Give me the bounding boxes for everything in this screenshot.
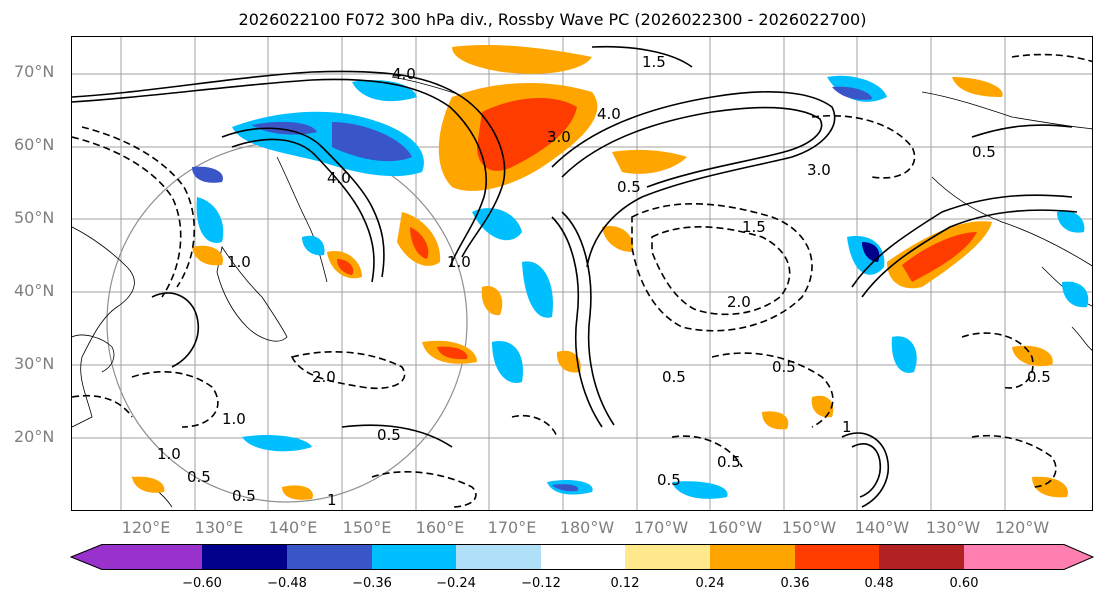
lat-label: 20°N [14,427,55,446]
colorbar-tick-label: −0.24 [436,576,476,591]
lat-label: 40°N [14,281,55,300]
lon-label: 170°W [633,518,689,537]
lon-label: 150°E [342,518,392,537]
contour-label: 2.0 [727,293,751,311]
contour-label: 0.5 [232,487,256,505]
contour-label: 3.0 [807,161,831,179]
lon-label: 180°W [559,518,615,537]
colorbar-segment [625,544,710,570]
colorbar-segment [202,544,287,570]
contour-label: 0.5 [187,468,211,486]
lon-label: 130°E [194,518,244,537]
contour-label: 0.5 [617,178,641,196]
contours-dashed [72,53,1092,508]
contour-label: 0.5 [772,358,796,376]
colorbar-tick-label: −0.48 [267,576,307,591]
colorbar-segment [70,544,102,570]
contour-label: 0.5 [972,143,996,161]
colorbar-tick-label: 0.60 [949,576,979,591]
contour-label: 3.0 [547,128,571,146]
colorbar-segment [795,544,879,570]
colorbar-segment [541,544,625,570]
contours-solid [72,45,1078,508]
lat-label: 70°N [14,62,55,81]
contour-label: 1.0 [222,410,246,428]
map-canvas: 4.0 4.0 4.0 3.0 3.0 2.0 2.0 1.5 1.5 1.0 … [72,37,1092,510]
contour-label: 1.0 [447,253,471,271]
colorbar-segment [1064,544,1093,570]
contour-label: 2.0 [312,368,336,386]
contour-label: 1 [842,418,852,436]
contour-label: 0.5 [377,426,401,444]
contour-label: 1.0 [157,445,181,463]
colorbar-tick-label: −0.12 [521,576,561,591]
colorbar-tick-label: 0.48 [864,576,894,591]
colorbar [70,544,1095,570]
contour-label: 4.0 [597,105,621,123]
colorbar-segment [964,544,1064,570]
lat-label: 50°N [14,208,55,227]
colorbar-segment [102,544,202,570]
contour-labels: 4.0 4.0 4.0 3.0 3.0 2.0 2.0 1.5 1.5 1.0 … [157,53,1051,509]
lon-label: 130°W [925,518,981,537]
lon-label: 170°E [487,518,537,537]
lat-label: 60°N [14,135,55,154]
lon-label: 150°W [781,518,837,537]
colorbar-tick-label: 0.12 [610,576,640,591]
lon-label: 140°W [854,518,910,537]
colorbar-tick-label: −0.60 [182,576,222,591]
contour-label: 0.5 [662,368,686,386]
colorbar-tick-label: −0.36 [352,576,392,591]
colorbar-segment [372,544,456,570]
colorbar-segment [456,544,541,570]
chart-title: 2026022100 F072 300 hPa div., Rossby Wav… [238,10,867,29]
lon-label: 160°W [707,518,763,537]
colorbar-tick-label: 0.24 [695,576,725,591]
colorbar-outline [70,544,1095,570]
lon-label: 140°E [268,518,318,537]
map-frame: 4.0 4.0 4.0 3.0 3.0 2.0 2.0 1.5 1.5 1.0 … [71,36,1093,511]
colorbar-segment [287,544,372,570]
contour-label: 1 [327,491,337,509]
contour-label: 4.0 [392,65,416,83]
contour-label: 1.5 [742,218,766,236]
colorbar-tick-label: 0.36 [780,576,810,591]
lon-label: 160°E [415,518,465,537]
contour-label: 1.5 [642,53,666,71]
contour-label: 1.0 [227,253,251,271]
contour-label: 0.5 [1027,368,1051,386]
lon-label: 120°W [994,518,1050,537]
lon-label: 120°E [121,518,171,537]
contour-label: 4.0 [327,169,351,187]
colorbar-segment [710,544,795,570]
contour-label: 0.5 [657,471,681,489]
lat-label: 30°N [14,354,55,373]
colorbar-segment [879,544,964,570]
contour-label: 0.5 [717,453,741,471]
